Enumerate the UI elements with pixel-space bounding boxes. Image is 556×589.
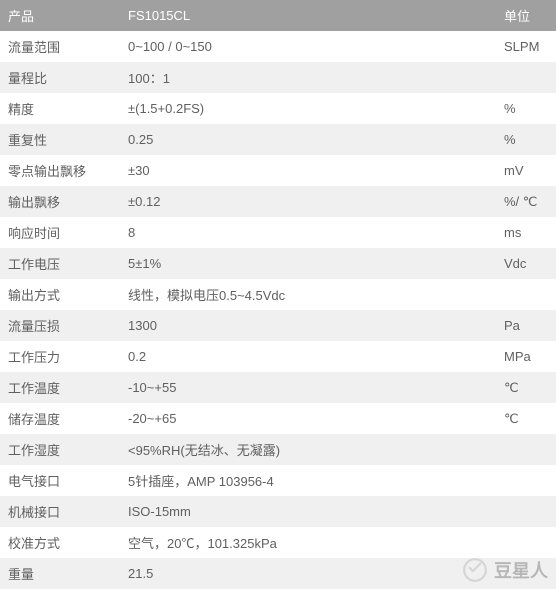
spec-unit: mV (496, 155, 556, 186)
header-product-model: FS1015CL (120, 0, 496, 31)
spec-label: 流量压损 (0, 310, 120, 341)
spec-label: 储存温度 (0, 403, 120, 434)
spec-label: 电气接口 (0, 465, 120, 496)
spec-label: 流量范围 (0, 31, 120, 62)
spec-value: 0~100 / 0~150 (120, 31, 496, 62)
spec-unit (496, 527, 556, 558)
table-row: 工作电压5±1%Vdc (0, 248, 556, 279)
spec-unit (496, 496, 556, 527)
spec-unit (496, 279, 556, 310)
spec-label: 重量 (0, 558, 120, 589)
table-row: 校准方式空气，20℃，101.325kPa (0, 527, 556, 558)
spec-unit: % (496, 93, 556, 124)
spec-unit: ℃ (496, 403, 556, 434)
spec-label: 量程比 (0, 62, 120, 93)
spec-label: 输出方式 (0, 279, 120, 310)
spec-label: 工作湿度 (0, 434, 120, 465)
header-unit-label: 单位 (496, 0, 556, 31)
table-row: 重量21.5 (0, 558, 556, 589)
spec-unit: ℃ (496, 372, 556, 403)
spec-value: ±30 (120, 155, 496, 186)
header-product-label: 产品 (0, 0, 120, 31)
table-row: 流量压损1300Pa (0, 310, 556, 341)
spec-value: 线性，模拟电压0.5~4.5Vdc (120, 279, 496, 310)
spec-label: 零点输出飘移 (0, 155, 120, 186)
spec-value: 1300 (120, 310, 496, 341)
spec-value: 8 (120, 217, 496, 248)
table-row: 工作温度-10~+55℃ (0, 372, 556, 403)
spec-unit: SLPM (496, 31, 556, 62)
spec-value: 0.2 (120, 341, 496, 372)
spec-unit: %/ ℃ (496, 186, 556, 217)
spec-unit: MPa (496, 341, 556, 372)
table-row: 输出飘移±0.12%/ ℃ (0, 186, 556, 217)
spec-unit (496, 558, 556, 589)
spec-unit: Pa (496, 310, 556, 341)
table-row: 电气接口5针插座，AMP 103956-4 (0, 465, 556, 496)
table-row: 重复性0.25% (0, 124, 556, 155)
spec-unit (496, 465, 556, 496)
spec-value: 100：1 (120, 62, 496, 93)
table-header-row: 产品 FS1015CL 单位 (0, 0, 556, 31)
spec-label: 响应时间 (0, 217, 120, 248)
table-row: 储存温度-20~+65℃ (0, 403, 556, 434)
spec-value: 空气，20℃，101.325kPa (120, 527, 496, 558)
spec-unit: Vdc (496, 248, 556, 279)
table-row: 输出方式线性，模拟电压0.5~4.5Vdc (0, 279, 556, 310)
spec-value: ISO-15mm (120, 496, 496, 527)
table-row: 量程比100：1 (0, 62, 556, 93)
table-row: 流量范围0~100 / 0~150SLPM (0, 31, 556, 62)
spec-value: 0.25 (120, 124, 496, 155)
spec-value: -10~+55 (120, 372, 496, 403)
table-row: 零点输出飘移±30mV (0, 155, 556, 186)
spec-value: 21.5 (120, 558, 496, 589)
spec-label: 校准方式 (0, 527, 120, 558)
table-row: 工作压力0.2MPa (0, 341, 556, 372)
spec-table: 产品 FS1015CL 单位 流量范围0~100 / 0~150SLPM量程比1… (0, 0, 556, 589)
spec-label: 工作电压 (0, 248, 120, 279)
spec-value: ±(1.5+0.2FS) (120, 93, 496, 124)
spec-value: ±0.12 (120, 186, 496, 217)
spec-label: 工作温度 (0, 372, 120, 403)
spec-unit (496, 62, 556, 93)
table-row: 机械接口ISO-15mm (0, 496, 556, 527)
spec-value: <95%RH(无结冰、无凝露) (120, 434, 496, 465)
table-row: 响应时间8ms (0, 217, 556, 248)
table-row: 工作湿度<95%RH(无结冰、无凝露) (0, 434, 556, 465)
spec-label: 精度 (0, 93, 120, 124)
spec-label: 机械接口 (0, 496, 120, 527)
spec-label: 重复性 (0, 124, 120, 155)
spec-value: 5针插座，AMP 103956-4 (120, 465, 496, 496)
spec-table-body: 流量范围0~100 / 0~150SLPM量程比100：1精度±(1.5+0.2… (0, 31, 556, 589)
spec-value: -20~+65 (120, 403, 496, 434)
spec-unit: ms (496, 217, 556, 248)
spec-label: 工作压力 (0, 341, 120, 372)
spec-label: 输出飘移 (0, 186, 120, 217)
spec-unit (496, 434, 556, 465)
table-row: 精度±(1.5+0.2FS)% (0, 93, 556, 124)
spec-unit: % (496, 124, 556, 155)
spec-value: 5±1% (120, 248, 496, 279)
